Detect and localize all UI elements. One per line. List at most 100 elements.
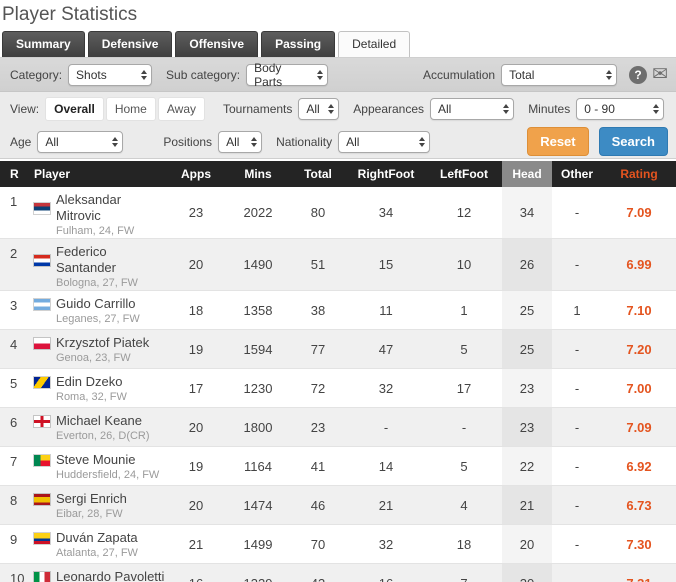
tournaments-select[interactable]: All [298, 97, 340, 120]
select-stepper-icon [317, 69, 324, 80]
mins-cell: 1474 [226, 485, 290, 525]
tab-passing[interactable]: Passing [261, 31, 336, 57]
player-name[interactable]: Duván Zapata [56, 530, 138, 545]
rightfoot-cell: 34 [346, 187, 426, 239]
mins-cell: 2022 [226, 187, 290, 239]
page-title: Player Statistics [2, 4, 138, 25]
tab-offensive[interactable]: Offensive [175, 31, 259, 57]
player-name[interactable]: Leonardo Pavoletti [56, 569, 165, 582]
mins-cell: 1490 [226, 238, 290, 291]
other-cell: - [552, 187, 602, 239]
select-stepper-icon [328, 103, 335, 114]
table-row: 2 Federico Santander Bologna, 27, FW 20 … [0, 238, 676, 291]
player-name[interactable]: Krzysztof Piatek [56, 335, 150, 350]
positions-select[interactable]: All [218, 130, 263, 153]
rank-cell: 1 [0, 187, 26, 239]
header-apps[interactable]: Apps [166, 161, 226, 187]
player-name[interactable]: Sergi Enrich [56, 491, 127, 506]
tab-detailed[interactable]: Detailed [338, 31, 411, 57]
player-cell: Michael Keane Everton, 26, D(CR) [26, 407, 166, 447]
country-flag-icon [34, 493, 50, 505]
tournaments-label: Tournaments [223, 101, 293, 116]
player-meta: Atalanta, 27, FW [56, 547, 138, 559]
nationality-select-value: All [346, 134, 360, 149]
appearances-select[interactable]: All [430, 97, 515, 120]
rating-cell: 6.92 [602, 446, 676, 486]
mins-cell: 1594 [226, 329, 290, 369]
country-flag-icon [34, 571, 50, 582]
player-name[interactable]: Steve Mounie [56, 452, 136, 467]
mins-cell: 1230 [226, 368, 290, 408]
head-cell: 21 [502, 485, 552, 525]
tab-defensive[interactable]: Defensive [87, 31, 173, 57]
subcategory-select[interactable]: Body Parts [246, 61, 329, 89]
total-cell: 43 [290, 563, 346, 582]
rank-cell: 4 [0, 329, 26, 369]
player-meta: Fulham, 24, FW [56, 225, 135, 237]
player-name[interactable]: Aleksandar Mitrovic [56, 192, 122, 223]
header-rightfoot[interactable]: RightFoot [346, 161, 426, 187]
table-header-row: R Player Apps Mins Total RightFoot LeftF… [0, 161, 676, 187]
head-cell: 20 [502, 563, 552, 582]
rating-cell: 7.09 [602, 187, 676, 239]
category-select[interactable]: Shots [68, 63, 153, 86]
subcategory-label: Sub category: [166, 67, 241, 82]
header-rank[interactable]: R [0, 161, 26, 187]
rank-cell: 7 [0, 446, 26, 486]
other-cell: - [552, 563, 602, 582]
country-flag-icon [34, 254, 50, 266]
envelope-icon[interactable]: ✉ [652, 64, 668, 85]
rightfoot-cell: 47 [346, 329, 426, 369]
header-total[interactable]: Total [290, 161, 346, 187]
total-cell: 70 [290, 524, 346, 564]
select-stepper-icon [419, 136, 426, 147]
nationality-select[interactable]: All [338, 130, 431, 153]
header-player[interactable]: Player [26, 161, 166, 187]
tab-summary[interactable]: Summary [2, 31, 85, 57]
view-away-button[interactable]: Away [157, 96, 205, 121]
header-other[interactable]: Other [552, 161, 602, 187]
tournaments-select-value: All [306, 101, 320, 116]
select-stepper-icon [251, 136, 258, 147]
player-cell: Steve Mounie Huddersfield, 24, FW [26, 446, 166, 486]
head-cell: 26 [502, 238, 552, 291]
other-cell: - [552, 485, 602, 525]
player-name[interactable]: Edin Dzeko [56, 374, 123, 389]
leftfoot-cell: 17 [426, 368, 502, 408]
head-cell: 25 [502, 329, 552, 369]
total-cell: 41 [290, 446, 346, 486]
country-flag-icon [34, 202, 50, 214]
rank-cell: 9 [0, 524, 26, 564]
minutes-select[interactable]: 0 - 90 [576, 97, 664, 120]
header-rating[interactable]: Rating [602, 161, 676, 187]
accumulation-select-value: Total [509, 67, 535, 82]
total-cell: 23 [290, 407, 346, 447]
view-label: View: [10, 101, 40, 116]
view-overall-button[interactable]: Overall [45, 96, 104, 121]
player-name[interactable]: Guido Carrillo [56, 296, 136, 311]
age-select[interactable]: All [37, 130, 124, 153]
rank-cell: 2 [0, 238, 26, 291]
help-icon[interactable]: ? [629, 65, 648, 84]
accumulation-select[interactable]: Total [501, 63, 618, 86]
header-head-sorted[interactable]: Head [502, 161, 552, 187]
header-mins[interactable]: Mins [226, 161, 290, 187]
rating-cell: 6.73 [602, 485, 676, 525]
player-name[interactable]: Michael Keane [56, 413, 142, 428]
reset-button[interactable]: Reset [527, 127, 589, 156]
view-home-button[interactable]: Home [105, 96, 156, 121]
total-cell: 77 [290, 329, 346, 369]
player-meta: Leganes, 27, FW [56, 313, 140, 325]
appearances-select-value: All [438, 101, 452, 116]
total-cell: 46 [290, 485, 346, 525]
rank-cell: 6 [0, 407, 26, 447]
rightfoot-cell: 32 [346, 524, 426, 564]
player-name[interactable]: Federico Santander [56, 244, 116, 275]
apps-cell: 20 [166, 407, 226, 447]
search-button[interactable]: Search [598, 127, 668, 156]
table-row: 6 Michael Keane Everton, 26, D(CR) 20 18… [0, 407, 676, 447]
leftfoot-cell: 18 [426, 524, 502, 564]
table-row: 9 Duván Zapata Atalanta, 27, FW 21 1499 … [0, 524, 676, 564]
header-leftfoot[interactable]: LeftFoot [426, 161, 502, 187]
player-meta: Genoa, 23, FW [56, 352, 131, 364]
